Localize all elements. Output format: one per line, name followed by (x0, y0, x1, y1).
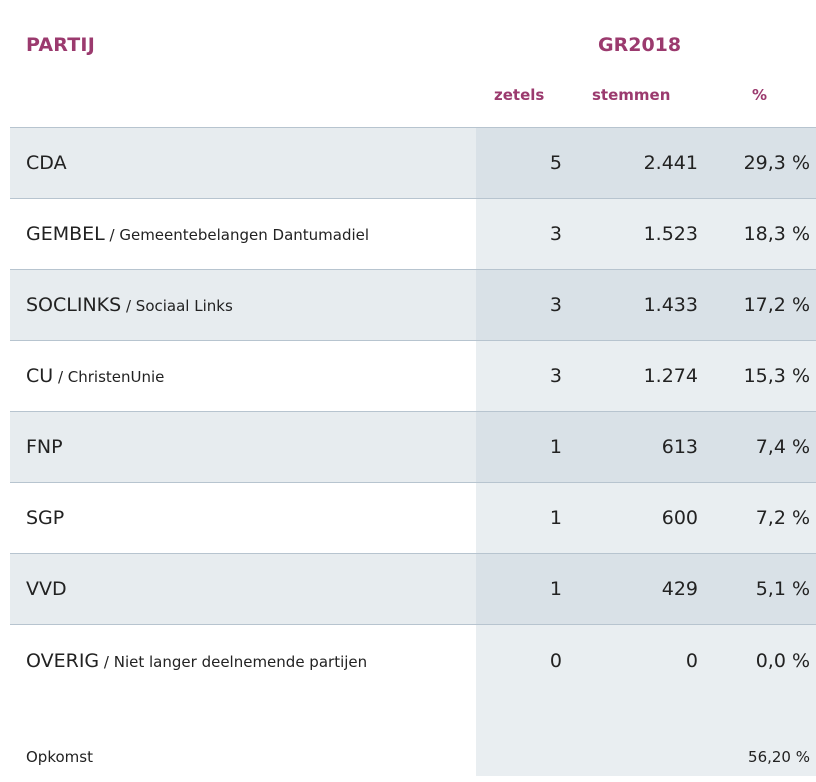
seats-cell: 3 (549, 365, 562, 387)
percent-cell: 7,4 % (755, 436, 810, 458)
table-row: OVERIG / Niet langer deelnemende partije… (10, 624, 816, 704)
seats-cell: 3 (549, 223, 562, 245)
table-row: SOCLINKS / Sociaal Links 3 1.433 17,2 % (10, 269, 816, 340)
party-abbr: CU (26, 365, 54, 387)
party-column-header[interactable]: PARTIJ (26, 34, 95, 56)
percent-cell: 17,2 % (743, 294, 810, 316)
seats-cell: 3 (549, 294, 562, 316)
percent-cell: 5,1 % (755, 578, 810, 600)
seats-cell: 1 (549, 507, 562, 529)
votes-cell: 0 (685, 650, 698, 672)
turnout-value: 56,20 % (748, 748, 810, 766)
party-name: CU / ChristenUnie (26, 341, 164, 412)
party-name: OVERIG / Niet langer deelnemende partije… (26, 625, 367, 697)
table-row: VVD 1 429 5,1 % (10, 553, 816, 624)
table-row: GEMBEL / Gemeentebelangen Dantumadiel 3 … (10, 198, 816, 269)
percent-cell: 29,3 % (743, 152, 810, 174)
votes-cell: 600 (661, 507, 698, 529)
party-full-name: / Sociaal Links (121, 297, 233, 315)
party-abbr: VVD (26, 578, 67, 600)
table-row: CU / ChristenUnie 3 1.274 15,3 % (10, 340, 816, 411)
party-name: CDA (26, 128, 67, 199)
votes-cell: 1.274 (643, 365, 698, 387)
table-header (10, 0, 816, 128)
party-name: SOCLINKS / Sociaal Links (26, 270, 233, 341)
votes-cell: 2.441 (643, 152, 698, 174)
party-name: SGP (26, 483, 64, 554)
percent-column-header[interactable]: % (752, 86, 768, 104)
party-abbr: OVERIG (26, 650, 100, 672)
party-abbr: SOCLINKS (26, 294, 122, 316)
percent-cell: 0,0 % (755, 650, 810, 672)
party-abbr: SGP (26, 507, 65, 529)
party-full-name: / Gemeentebelangen Dantumadiel (104, 226, 370, 244)
election-column-header: GR2018 (598, 34, 682, 56)
party-name: GEMBEL / Gemeentebelangen Dantumadiel (26, 199, 369, 270)
party-full-name: / Niet langer deelnemende partijen (99, 653, 368, 671)
votes-cell: 613 (661, 436, 698, 458)
table-row: SGP 1 600 7,2 % (10, 482, 816, 553)
table-body: CDA 5 2.441 29,3 % GEMBEL / Gemeentebela… (10, 127, 816, 776)
seats-cell: 1 (549, 436, 562, 458)
votes-cell: 1.523 (643, 223, 698, 245)
turnout-label: Opkomst (26, 748, 93, 766)
party-full-name: / ChristenUnie (53, 368, 165, 386)
table-row: CDA 5 2.441 29,3 % (10, 127, 816, 198)
percent-cell: 7,2 % (755, 507, 810, 529)
table-row: FNP 1 613 7,4 % (10, 411, 816, 482)
party-abbr: FNP (26, 436, 63, 458)
party-abbr: CDA (26, 152, 67, 174)
seats-cell: 5 (549, 152, 562, 174)
party-name: FNP (26, 412, 63, 483)
party-name: VVD (26, 554, 67, 625)
seats-cell: 1 (549, 578, 562, 600)
turnout-row: Opkomst 56,20 % (10, 704, 816, 776)
seats-cell: 0 (549, 650, 562, 672)
percent-cell: 18,3 % (743, 223, 810, 245)
votes-cell: 1.433 (643, 294, 698, 316)
votes-cell: 429 (661, 578, 698, 600)
votes-column-header[interactable]: stemmen (592, 86, 671, 104)
percent-cell: 15,3 % (743, 365, 810, 387)
party-abbr: GEMBEL (26, 223, 105, 245)
seats-column-header[interactable]: zetels (494, 86, 545, 104)
